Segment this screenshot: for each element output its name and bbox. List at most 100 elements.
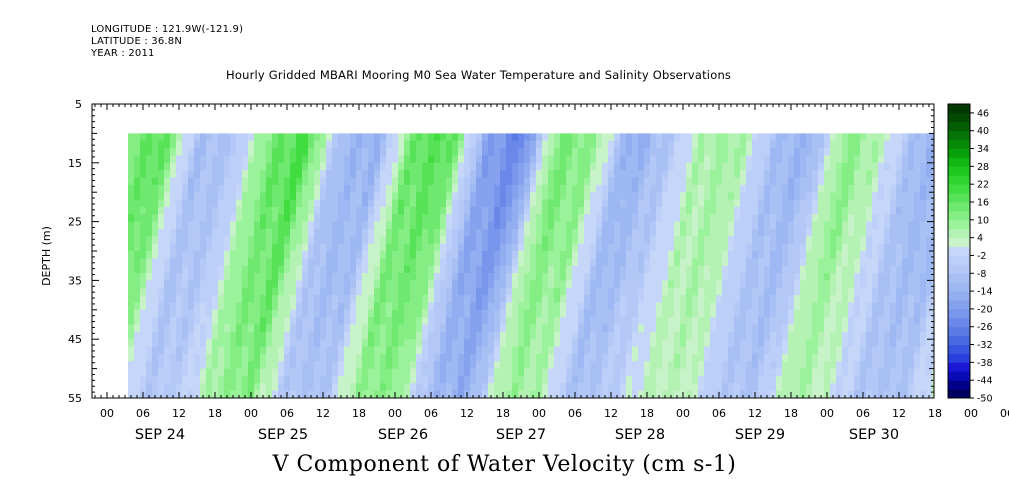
heatmap-cell (614, 133, 621, 142)
heatmap-cell (218, 265, 225, 274)
heatmap-cell (770, 192, 777, 201)
heatmap-cell (692, 251, 699, 259)
heatmap-cell (674, 170, 681, 179)
heatmap-cell (398, 236, 405, 245)
heatmap-cell (614, 280, 621, 289)
heatmap-cell (242, 243, 249, 252)
heatmap-cell (644, 317, 651, 326)
heatmap-cell (776, 361, 783, 370)
heatmap-cell (386, 170, 393, 179)
heatmap-cell (788, 324, 795, 333)
heatmap-cell (824, 258, 831, 267)
heatmap-cell (476, 390, 483, 398)
heatmap-cell (902, 287, 909, 296)
heatmap-cell (866, 331, 873, 340)
heatmap-cell (746, 162, 753, 171)
heatmap-cell (554, 133, 561, 142)
heatmap-cell (326, 243, 333, 252)
heatmap-cell (410, 317, 417, 326)
heatmap-cell (494, 295, 501, 304)
heatmap-cell (290, 236, 297, 245)
heatmap-cell (434, 331, 441, 340)
heatmap-cell (752, 228, 759, 237)
heatmap-cell (416, 346, 423, 355)
heatmap-cell (200, 280, 207, 289)
heatmap-cell (392, 280, 399, 289)
heatmap-cell (752, 206, 759, 215)
heatmap-cell (212, 140, 219, 149)
heatmap-cell (368, 221, 375, 230)
heatmap-cell (806, 155, 813, 164)
heatmap-cell (230, 265, 237, 274)
heatmap-cell (632, 228, 639, 237)
heatmap-cell (248, 339, 255, 348)
heatmap-cell (734, 155, 741, 164)
heatmap-cell (422, 375, 429, 384)
heatmap-cell (410, 214, 417, 223)
heatmap-cell (566, 140, 573, 149)
heatmap-cell (728, 361, 735, 370)
heatmap-cell (818, 251, 825, 259)
heatmap-cell (560, 273, 567, 281)
heatmap-cell (794, 236, 801, 245)
heatmap-cell (488, 243, 495, 252)
heatmap-cell (776, 140, 783, 149)
heatmap-cell (302, 346, 309, 355)
heatmap-cell (848, 383, 855, 392)
heatmap-cell (584, 368, 591, 377)
heatmap-cell (668, 295, 675, 304)
heatmap-cell (308, 162, 315, 171)
heatmap-cell (800, 346, 807, 355)
heatmap-cell (740, 228, 747, 237)
heatmap-cell (434, 236, 441, 245)
heatmap-cell (752, 221, 759, 230)
heatmap-cell (482, 243, 489, 252)
heatmap-cell (356, 243, 363, 252)
heatmap-cell (278, 228, 285, 237)
heatmap-cell (194, 184, 201, 193)
heatmap-cell (782, 353, 789, 362)
heatmap-cell (692, 368, 699, 377)
heatmap-cell (356, 287, 363, 296)
heatmap-cell (524, 177, 531, 186)
heatmap-cell (764, 155, 771, 164)
heatmap-cell (560, 133, 567, 142)
heatmap-cell (824, 243, 831, 252)
heatmap-cell (380, 236, 387, 245)
heatmap-cell (752, 258, 759, 267)
heatmap-cell (428, 162, 435, 171)
heatmap-cell (722, 251, 729, 259)
heatmap-cell (452, 206, 459, 215)
heatmap-cell (200, 133, 207, 142)
heatmap-cell (410, 375, 417, 384)
heatmap-cell (746, 236, 753, 245)
heatmap-cell (428, 280, 435, 289)
heatmap-cell (596, 258, 603, 267)
heatmap-cell (500, 317, 507, 326)
heatmap-cell (200, 368, 207, 377)
heatmap-cell (134, 192, 141, 201)
heatmap-cell (716, 309, 723, 318)
heatmap-cell (626, 324, 633, 333)
heatmap-cell (440, 162, 447, 171)
heatmap-cell (512, 214, 519, 223)
heatmap-cell (236, 287, 243, 296)
heatmap-cell (764, 148, 771, 157)
heatmap-cell (272, 265, 279, 274)
heatmap-cell (458, 295, 465, 304)
heatmap-cell (248, 331, 255, 340)
heatmap-cell (398, 287, 405, 296)
heatmap-cell (128, 375, 135, 384)
heatmap-cell (338, 375, 345, 384)
heatmap-cell (536, 155, 543, 164)
heatmap-cell (890, 251, 897, 259)
heatmap-cell (230, 368, 237, 377)
heatmap-cell (530, 339, 537, 348)
heatmap-cell (626, 309, 633, 318)
heatmap-cell (662, 368, 669, 377)
heatmap-cell (656, 258, 663, 267)
heatmap-cell (626, 221, 633, 230)
heatmap-cell (866, 177, 873, 186)
heatmap-cell (674, 177, 681, 186)
heatmap-cell (542, 214, 549, 223)
